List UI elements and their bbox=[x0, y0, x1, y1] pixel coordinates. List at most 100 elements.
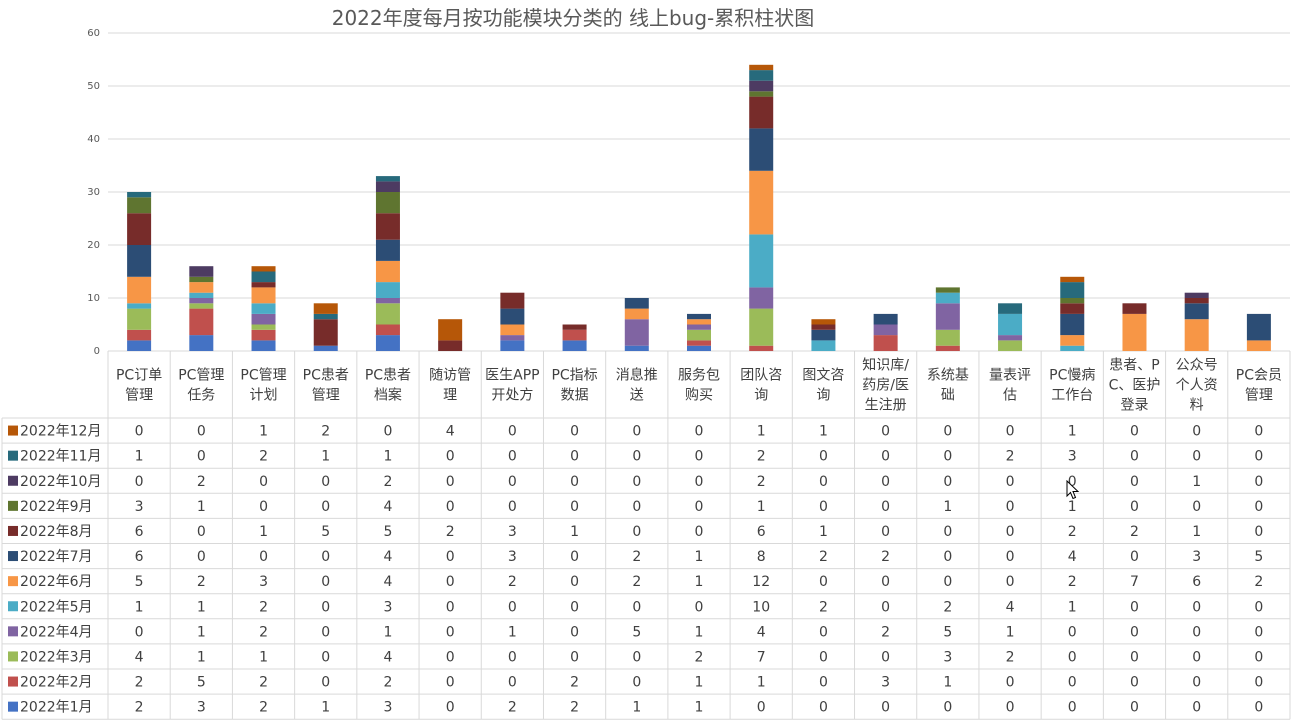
table-cell-value: 0 bbox=[881, 524, 890, 540]
table-cell-value: 0 bbox=[943, 700, 952, 716]
table-cell-value: 0 bbox=[570, 624, 579, 640]
table-cell-value: 0 bbox=[135, 474, 144, 490]
table-cell-value: 1 bbox=[819, 524, 828, 540]
table-cell-value: 2 bbox=[819, 549, 828, 565]
table-cell-value: 0 bbox=[1254, 424, 1263, 440]
table-cell-value: 0 bbox=[570, 499, 579, 515]
y-tick-label: 40 bbox=[87, 134, 100, 145]
bar-segment bbox=[313, 345, 338, 351]
category-label: 询 bbox=[754, 388, 768, 404]
table-cell-value: 0 bbox=[321, 574, 330, 590]
table-cell-value: 2 bbox=[446, 524, 455, 540]
bar-segment bbox=[127, 308, 152, 330]
table-cell-value: 0 bbox=[1006, 675, 1015, 691]
legend-key bbox=[8, 676, 18, 687]
table-cell-value: 0 bbox=[570, 574, 579, 590]
table-cell-value: 0 bbox=[943, 574, 952, 590]
table-cell-value: 1 bbox=[197, 624, 206, 640]
table-cell-value: 1 bbox=[1192, 524, 1201, 540]
bar-segment bbox=[1246, 313, 1271, 341]
category-label: 购买 bbox=[685, 388, 713, 404]
table-cell-value: 0 bbox=[508, 649, 517, 665]
table-cell-value: 2 bbox=[259, 624, 268, 640]
table-cell-value: 0 bbox=[881, 599, 890, 615]
bar-segment bbox=[127, 245, 152, 277]
category-label: PC指标 bbox=[551, 368, 597, 384]
bar-segment bbox=[1122, 313, 1147, 351]
table-cell-value: 0 bbox=[1254, 524, 1263, 540]
bar-segment bbox=[1184, 319, 1209, 351]
table-cell-value: 0 bbox=[632, 524, 641, 540]
table-cell-value: 0 bbox=[321, 624, 330, 640]
table-cell-value: 0 bbox=[570, 549, 579, 565]
category-label: 团队咨 bbox=[740, 368, 782, 384]
table-cell-value: 2 bbox=[570, 675, 579, 691]
table-cell-value: 0 bbox=[1130, 474, 1139, 490]
table-cell-value: 5 bbox=[943, 624, 952, 640]
bar-segment bbox=[1060, 298, 1085, 304]
table-cell-value: 6 bbox=[1192, 574, 1201, 590]
table-cell-value: 1 bbox=[943, 499, 952, 515]
table-cell-value: 0 bbox=[881, 574, 890, 590]
table-cell-value: 2 bbox=[757, 449, 766, 465]
bar-segment bbox=[624, 319, 649, 346]
category-label: 计划 bbox=[250, 388, 278, 404]
table-cell-value: 0 bbox=[1254, 599, 1263, 615]
table-cell-value: 0 bbox=[508, 424, 517, 440]
table-cell-value: 1 bbox=[1068, 599, 1077, 615]
table-cell-value: 0 bbox=[197, 424, 206, 440]
bar-segment bbox=[687, 313, 711, 320]
table-cell-value: 0 bbox=[943, 449, 952, 465]
bar-segment bbox=[251, 329, 276, 341]
table-cell-value: 0 bbox=[508, 599, 517, 615]
category-label: 登录 bbox=[1120, 398, 1148, 414]
bar-segment bbox=[749, 345, 774, 351]
legend-key bbox=[8, 450, 18, 461]
bar-segment bbox=[1122, 303, 1147, 314]
table-cell-value: 0 bbox=[446, 574, 455, 590]
legend-key bbox=[8, 626, 18, 637]
bar-segment bbox=[500, 292, 525, 309]
table-cell-value: 1 bbox=[695, 574, 704, 590]
table-cell-value: 0 bbox=[1254, 700, 1263, 716]
table-cell-value: 0 bbox=[632, 599, 641, 615]
bar-segment bbox=[749, 308, 774, 346]
table-cell-value: 0 bbox=[197, 549, 206, 565]
table-cell-value: 0 bbox=[1254, 499, 1263, 515]
series-label: 2022年11月 bbox=[20, 449, 101, 465]
table-cell-value: 0 bbox=[508, 499, 517, 515]
category-label: 管理 bbox=[1245, 388, 1273, 404]
table-cell-value: 4 bbox=[1068, 549, 1077, 565]
table-cell-value: 3 bbox=[508, 549, 517, 565]
table-cell-value: 0 bbox=[632, 449, 641, 465]
bar-segment bbox=[811, 319, 836, 325]
table-cell-value: 0 bbox=[446, 675, 455, 691]
table-cell-value: 0 bbox=[508, 474, 517, 490]
table-cell-value: 4 bbox=[383, 649, 392, 665]
table-cell-value: 0 bbox=[197, 449, 206, 465]
table-cell-value: 5 bbox=[632, 624, 641, 640]
table-cell-value: 0 bbox=[1068, 624, 1077, 640]
table-cell-value: 2 bbox=[1068, 574, 1077, 590]
table-cell-value: 3 bbox=[1192, 549, 1201, 565]
table-cell-value: 0 bbox=[695, 474, 704, 490]
series-label: 2022年9月 bbox=[20, 499, 93, 515]
bar-segment bbox=[500, 308, 525, 325]
table-cell-value: 0 bbox=[943, 549, 952, 565]
table-cell-value: 0 bbox=[446, 700, 455, 716]
bar-segment bbox=[687, 324, 711, 330]
table-cell-value: 1 bbox=[695, 549, 704, 565]
bar-segment bbox=[127, 276, 152, 304]
bar-segment bbox=[189, 266, 214, 277]
table-cell-value: 0 bbox=[508, 449, 517, 465]
table-cell-value: 0 bbox=[632, 474, 641, 490]
bar-segment bbox=[998, 340, 1023, 351]
table-cell-value: 0 bbox=[1006, 549, 1015, 565]
table-cell-value: 1 bbox=[757, 499, 766, 515]
stacked-bars bbox=[127, 64, 1271, 351]
table-cell-value: 0 bbox=[819, 449, 828, 465]
bar-segment bbox=[251, 340, 276, 351]
category-label: 任务 bbox=[187, 388, 215, 404]
table-cell-value: 0 bbox=[1006, 424, 1015, 440]
table-cell-value: 3 bbox=[383, 599, 392, 615]
